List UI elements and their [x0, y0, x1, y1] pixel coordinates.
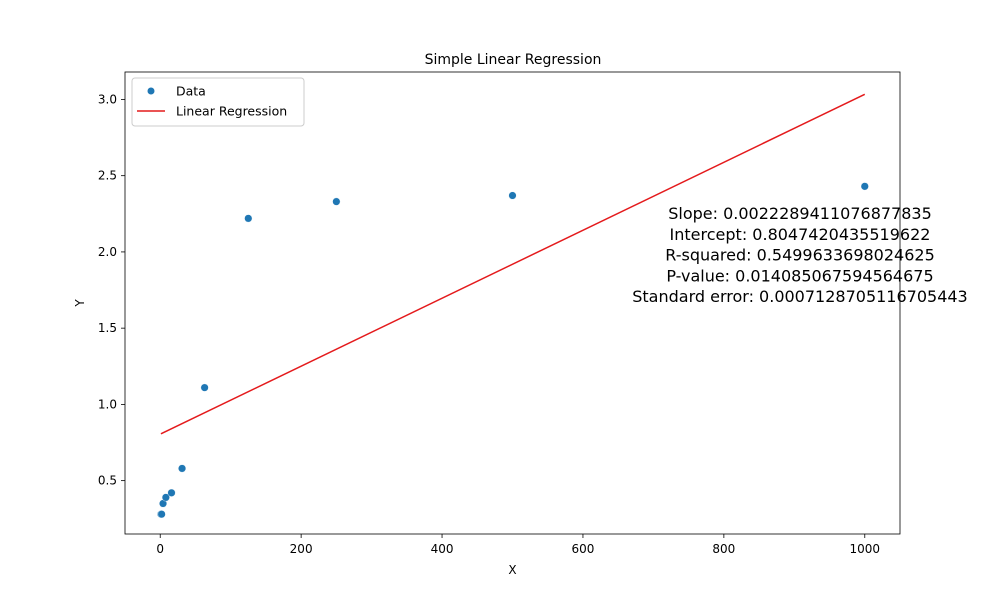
y-tick-label: 3.0	[98, 92, 117, 106]
y-tick-label: 1.5	[98, 321, 117, 335]
y-tick-label: 1.0	[98, 397, 117, 411]
x-axis: 0 200 400 600 800 1000	[156, 534, 880, 556]
data-point	[157, 510, 166, 519]
legend-marker-data	[147, 87, 155, 95]
y-axis: 0.5 1.0 1.5 2.0 2.5 3.0	[98, 92, 125, 488]
regression-stats: Slope: 0.0022289411076877835 Intercept: 0…	[632, 204, 967, 306]
legend-label-data: Data	[176, 84, 206, 99]
regression-stat-text: R-squared: 0.5499633698024625	[665, 246, 935, 265]
y-axis-label: Y	[73, 299, 87, 308]
y-tick-label: 2.0	[98, 245, 117, 259]
chart-title: Simple Linear Regression	[425, 52, 602, 68]
data-point	[161, 493, 170, 502]
regression-stat-text: Intercept: 0.8047420435519622	[670, 225, 931, 244]
x-tick-label: 600	[572, 542, 595, 556]
data-point	[244, 214, 253, 223]
y-tick-label: 0.5	[98, 474, 117, 488]
x-axis-label: X	[508, 563, 516, 577]
regression-stat-text: Standard error: 0.0007128705116705443	[632, 287, 967, 306]
y-tick-label: 2.5	[98, 169, 117, 183]
legend-label-regression: Linear Regression	[176, 104, 287, 119]
legend-box	[131, 77, 305, 127]
x-tick-label: 1000	[849, 542, 880, 556]
data-point	[178, 464, 187, 473]
data-series	[156, 182, 869, 519]
legend: Data Linear Regression	[131, 77, 305, 127]
x-tick-label: 800	[712, 542, 735, 556]
x-tick-label: 0	[156, 542, 164, 556]
data-point	[860, 182, 869, 191]
x-tick-label: 400	[431, 542, 454, 556]
data-point	[200, 383, 209, 392]
data-point	[332, 197, 341, 206]
regression-line	[160, 93, 866, 435]
regression-series	[160, 93, 866, 435]
x-tick-label: 200	[290, 542, 313, 556]
data-point	[167, 488, 176, 497]
regression-stat-text: P-value: 0.014085067594564675	[666, 266, 933, 285]
data-point	[508, 191, 517, 200]
plot-area-frame	[124, 71, 901, 535]
regression-stat-text: Slope: 0.0022289411076877835	[668, 204, 932, 223]
